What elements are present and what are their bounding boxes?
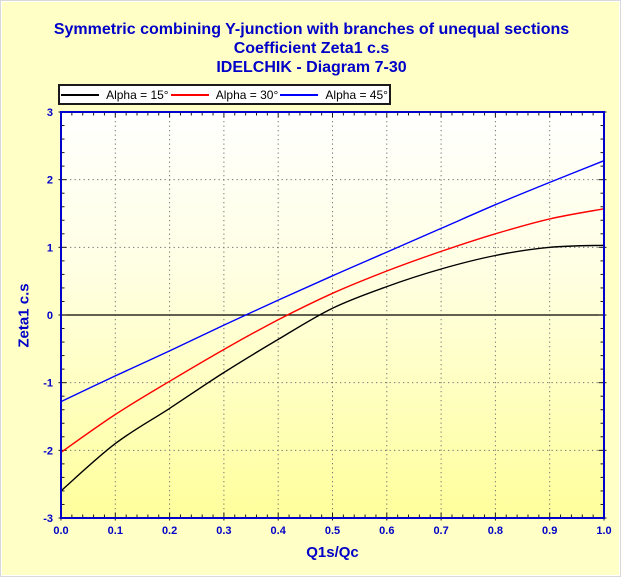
x-tick-label: 0.6 (379, 525, 394, 537)
x-tick-label: 0.7 (433, 525, 448, 537)
chart-title-line2: Coefficient Zeta1 c.s (233, 40, 390, 57)
y-tick-label: -2 (43, 445, 53, 457)
x-tick-label: 0.3 (216, 525, 231, 537)
x-tick-label: 0.9 (542, 525, 557, 537)
x-tick-label: 0.4 (271, 525, 287, 537)
y-axis-title: Zeta1 c.s (15, 282, 33, 348)
x-tick-label: 0.2 (162, 525, 177, 537)
legend-item-3: Alpha = 45° (279, 89, 389, 101)
legend-label: Alpha = 15° (106, 87, 169, 102)
legend-item-2: Alpha = 30° (170, 89, 280, 101)
tick-labels: 0.0 0.1 0.2 0.3 0.4 0.5 0.6 0.7 0.8 0.9 1.0 3 2 1 0 -1 -… (43, 107, 611, 537)
chart-title-line1: Symmetric combining Y-junction with bran… (53, 21, 570, 38)
y-tick-label: -1 (43, 378, 53, 390)
x-tick-label: 0.5 (325, 525, 340, 537)
y-tick-label: 3 (47, 107, 53, 119)
legend-line-sample (61, 93, 100, 96)
chart-title-line3: IDELCHIK - Diagram 7-30 (216, 59, 407, 76)
legend-label: Alpha = 30° (215, 87, 279, 102)
chart-title-block: Symmetric combining Y-junction with bran… (1, 20, 620, 77)
x-axis-title: Q1s/Qc (306, 544, 359, 561)
series-curve-1 (60, 244, 605, 492)
x-tick-label: 0.8 (488, 525, 503, 537)
y-axis-title-wrap: Zeta1 c.s (11, 112, 37, 518)
y-tick-label: 2 (47, 175, 53, 187)
legend-line-sample (280, 93, 319, 96)
legend: Alpha = 15° Alpha = 30° Alpha = 45° (58, 84, 391, 105)
y-tick-label: 0 (47, 310, 53, 322)
x-tick-label: 1.0 (596, 525, 611, 537)
legend-label: Alpha = 45° (325, 87, 388, 102)
legend-item-1: Alpha = 15° (60, 89, 170, 101)
plot-frame (60, 111, 605, 519)
series-curve-2 (60, 208, 605, 453)
series-curve-3 (60, 160, 605, 403)
legend-line-sample (170, 93, 209, 96)
x-tick-label: 0.0 (53, 525, 68, 537)
y-tick-label: -3 (43, 513, 53, 525)
y-tick-label: 1 (47, 242, 53, 254)
x-tick-label: 0.1 (108, 525, 123, 537)
